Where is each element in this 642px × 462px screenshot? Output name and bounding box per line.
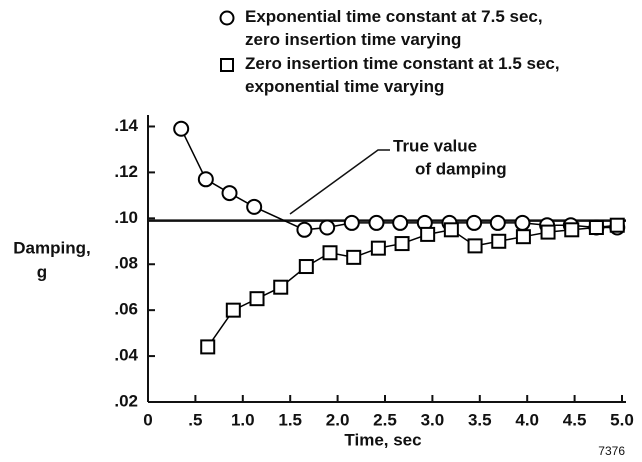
y-tick-label: .12 bbox=[114, 162, 138, 181]
legend-line: exponential time varying bbox=[245, 77, 444, 96]
circle-marker bbox=[221, 185, 238, 202]
annotation: True value bbox=[393, 136, 477, 155]
annotation: of damping bbox=[415, 159, 507, 178]
legend-line: Zero insertion time constant at 1.5 sec, bbox=[245, 54, 560, 73]
x-tick-label: 3.5 bbox=[468, 410, 492, 429]
square-marker bbox=[273, 279, 289, 295]
y-axis-label: g bbox=[37, 262, 47, 281]
y-tick-label: .14 bbox=[114, 116, 138, 135]
x-tick-label: 2.5 bbox=[373, 410, 397, 429]
x-tick-label: 1.5 bbox=[278, 410, 302, 429]
y-tick-label: .02 bbox=[114, 391, 138, 410]
square-marker bbox=[200, 339, 216, 355]
y-tick-label: .10 bbox=[114, 208, 138, 227]
annotation-leader bbox=[289, 149, 390, 215]
figure-number: 7376 bbox=[598, 444, 625, 458]
square-marker bbox=[394, 236, 410, 252]
circle-marker bbox=[246, 198, 263, 215]
square-marker bbox=[467, 238, 483, 254]
y-tick-label: .04 bbox=[114, 346, 138, 365]
circle-marker bbox=[296, 221, 313, 238]
y-tick-label: .06 bbox=[114, 300, 138, 319]
y-axis-label: Damping, bbox=[13, 238, 90, 257]
legend-label: Zero insertion time constant at 1.5 sec,… bbox=[245, 54, 560, 96]
circle-marker bbox=[173, 120, 190, 137]
x-tick-label: 2.0 bbox=[326, 410, 350, 429]
x-axis-label: Time, sec bbox=[344, 430, 421, 449]
x-tick-label: 3.0 bbox=[421, 410, 445, 429]
square-marker bbox=[515, 229, 531, 245]
square-marker bbox=[298, 259, 314, 275]
circle-marker bbox=[319, 219, 336, 236]
square-marker bbox=[370, 240, 386, 256]
legend-line: zero insertion time varying bbox=[245, 30, 461, 49]
circle-marker bbox=[514, 214, 531, 231]
x-tick-label: .5 bbox=[188, 410, 202, 429]
circle-marker bbox=[197, 171, 214, 188]
square-marker bbox=[491, 233, 507, 249]
square-marker bbox=[609, 217, 625, 233]
square-marker bbox=[540, 224, 556, 240]
y-tick-label: .08 bbox=[114, 254, 138, 273]
square-marker bbox=[443, 222, 459, 238]
square-marker bbox=[225, 302, 241, 318]
x-tick-label: 0 bbox=[143, 410, 152, 429]
square-marker bbox=[420, 226, 436, 242]
x-tick-label: 5.0 bbox=[610, 410, 634, 429]
legend-marker bbox=[220, 58, 234, 72]
circle-marker bbox=[392, 214, 409, 231]
x-tick-label: 4.5 bbox=[563, 410, 587, 429]
circle-marker bbox=[368, 214, 385, 231]
legend-marker bbox=[219, 10, 235, 26]
square-marker bbox=[346, 249, 362, 265]
square-marker bbox=[249, 291, 265, 307]
square-marker bbox=[564, 222, 580, 238]
series-line bbox=[207, 224, 618, 348]
legend-label: Exponential time constant at 7.5 sec, zer… bbox=[245, 7, 543, 49]
square-marker bbox=[588, 220, 604, 236]
circle-marker bbox=[489, 214, 506, 231]
legend-line: Exponential time constant at 7.5 sec, bbox=[245, 7, 543, 26]
circle-marker bbox=[466, 214, 483, 231]
x-tick-label: 4.0 bbox=[515, 410, 539, 429]
square-marker bbox=[322, 245, 338, 261]
circle-marker bbox=[343, 214, 360, 231]
x-tick-label: 1.0 bbox=[231, 410, 255, 429]
